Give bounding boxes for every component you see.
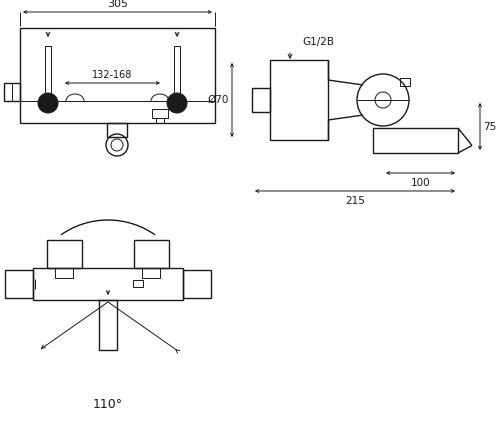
Bar (4, 83, 20, 101)
Circle shape (167, 93, 187, 113)
Bar (45, 46, 51, 96)
Text: 305: 305 (107, 0, 128, 9)
Text: G1/2B: G1/2B (302, 37, 334, 47)
Bar (270, 60, 328, 140)
Bar (99, 300, 117, 350)
Bar (174, 46, 180, 96)
Text: 75: 75 (483, 121, 496, 132)
Text: 100: 100 (410, 178, 430, 188)
Text: 215: 215 (345, 196, 365, 206)
Bar (20, 28, 215, 123)
Bar (142, 268, 160, 278)
Circle shape (38, 93, 58, 113)
Bar (47, 240, 82, 268)
Bar (400, 78, 410, 86)
Bar (55, 268, 73, 278)
Bar (133, 280, 143, 287)
Text: 132-168: 132-168 (92, 70, 132, 80)
Bar (183, 270, 211, 298)
Bar (252, 88, 270, 112)
Bar (152, 109, 168, 118)
Bar (134, 240, 169, 268)
Bar (33, 268, 183, 300)
Text: Ø70: Ø70 (208, 95, 229, 105)
Text: 110°: 110° (93, 398, 123, 411)
Bar (5, 270, 33, 298)
Bar (156, 118, 164, 123)
Bar (107, 123, 127, 137)
Bar (373, 128, 458, 153)
